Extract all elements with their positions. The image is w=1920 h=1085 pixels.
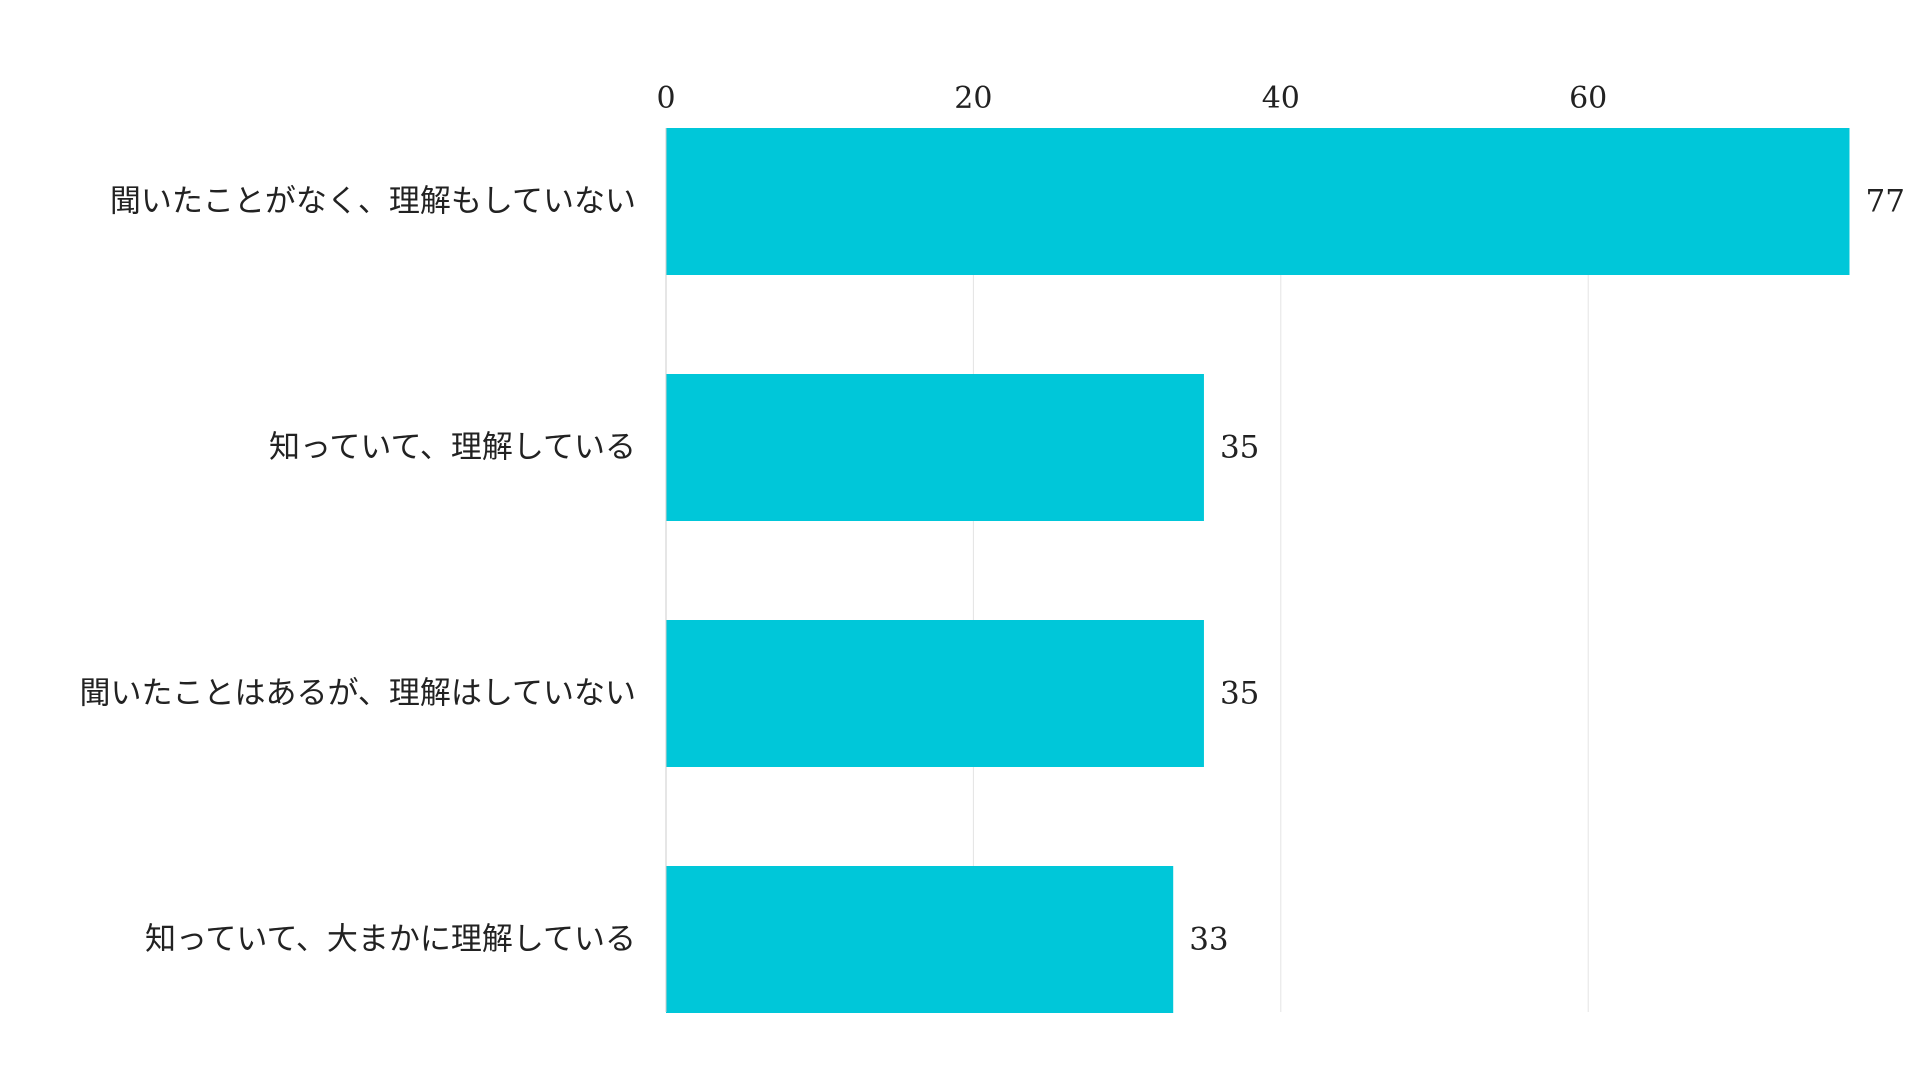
value-label: 77 xyxy=(1865,184,1904,220)
value-label: 35 xyxy=(1220,430,1259,466)
value-label: 33 xyxy=(1189,922,1228,958)
x-tick-label: 60 xyxy=(1569,81,1607,116)
category-label: 知っていて、大まかに理解している xyxy=(145,922,636,958)
x-tick-label: 20 xyxy=(954,81,992,116)
x-tick-label: 40 xyxy=(1262,81,1300,116)
category-label: 聞いたことがなく、理解もしていない xyxy=(110,184,636,220)
gridlines xyxy=(972,128,1589,1012)
bar xyxy=(666,620,1204,767)
x-tick-label: 0 xyxy=(656,81,675,116)
bar xyxy=(666,374,1204,521)
x-axis: 0 20 40 60 xyxy=(656,81,1607,1012)
category-label: 聞いたことはあるが、理解はしていない xyxy=(80,676,636,712)
bar xyxy=(666,866,1174,1013)
value-label: 35 xyxy=(1220,676,1259,712)
bars xyxy=(666,128,1850,1013)
category-label: 知っていて、理解している xyxy=(269,430,636,466)
labels: 聞いたことがなく、理解もしていない 77 知っていて、理解している 35 聞いたことはあ… xyxy=(80,184,1905,958)
bar xyxy=(666,128,1850,275)
